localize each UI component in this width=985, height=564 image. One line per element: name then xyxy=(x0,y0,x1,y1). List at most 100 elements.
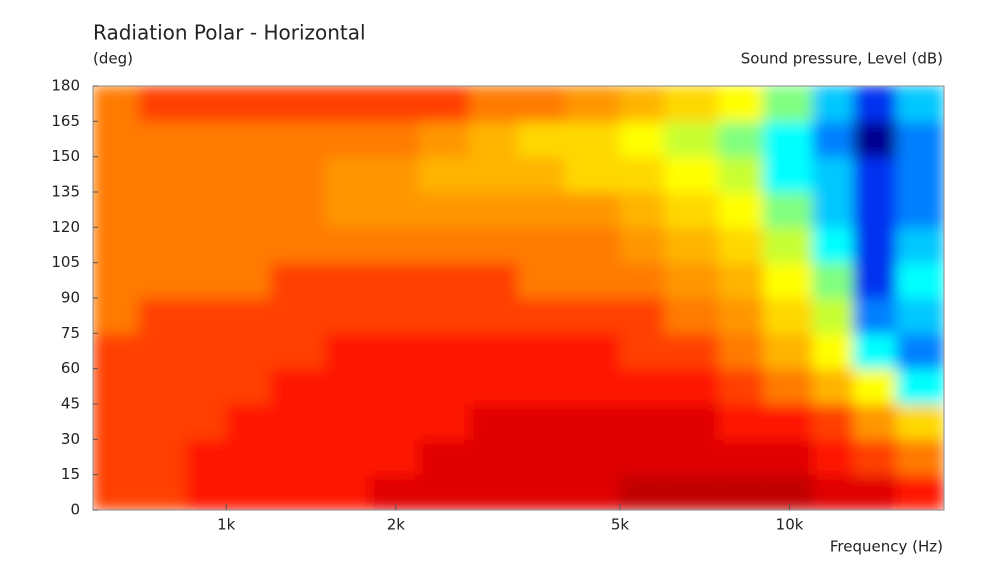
contour-cell xyxy=(369,474,420,510)
contour-cell xyxy=(812,120,855,158)
contour-cell xyxy=(186,332,227,370)
contour-cell xyxy=(225,120,272,158)
contour-cell xyxy=(270,156,326,193)
contour-cell xyxy=(324,368,371,405)
contour-cell xyxy=(853,474,898,510)
contour-cell xyxy=(896,226,944,264)
y-tick-label: 135 xyxy=(51,183,80,201)
contour-cell xyxy=(664,403,720,440)
contour-cell xyxy=(270,226,326,264)
contour-cell xyxy=(619,332,666,370)
contour-cell xyxy=(763,297,814,334)
contour-cell xyxy=(812,297,855,334)
contour-cell xyxy=(664,332,720,370)
contour-cell xyxy=(93,120,140,158)
contour-cell xyxy=(186,438,227,476)
contour-cell xyxy=(186,120,227,158)
contour-cell xyxy=(564,226,621,264)
contour-cell xyxy=(468,403,519,440)
contour-cell xyxy=(517,156,566,193)
contour-cell xyxy=(324,226,371,264)
contour-cell xyxy=(517,191,566,228)
contour-cell xyxy=(225,297,272,334)
contour-cell xyxy=(619,297,666,334)
contour-cell xyxy=(812,262,855,299)
contour-cell xyxy=(186,226,227,264)
contour-cell xyxy=(138,438,188,476)
contour-cell xyxy=(718,191,765,228)
contour-cell xyxy=(418,474,470,510)
contour-cell xyxy=(619,226,666,264)
contour-cell xyxy=(324,156,371,193)
contour-cell xyxy=(418,191,470,228)
contour-cell xyxy=(369,226,420,264)
contour-cell xyxy=(324,262,371,299)
contour-cell xyxy=(812,332,855,370)
contour-cell xyxy=(93,332,140,370)
contour-cell xyxy=(369,191,420,228)
contour-cell xyxy=(718,403,765,440)
contour-cell xyxy=(468,156,519,193)
contour-cell xyxy=(763,403,814,440)
contour-cell xyxy=(812,474,855,510)
contour-cell xyxy=(664,368,720,405)
contour-cell xyxy=(664,156,720,193)
contour-cell xyxy=(896,191,944,228)
contour-cell xyxy=(619,191,666,228)
contour-cell xyxy=(225,86,272,122)
contour-cell xyxy=(225,438,272,476)
contour-cell xyxy=(564,403,621,440)
contour-cell xyxy=(270,403,326,440)
contour-cell xyxy=(369,262,420,299)
axes: 0 15 30 45 60 75 90 105 120 135 150 165 180 1k 2k 5k 10k xyxy=(51,77,803,534)
contour-cell xyxy=(225,191,272,228)
contour-cell xyxy=(664,438,720,476)
contour-cell xyxy=(270,438,326,476)
contour-cell xyxy=(619,438,666,476)
chart-title: Radiation Polar - Horizontal xyxy=(93,21,366,45)
contour-cell xyxy=(418,403,470,440)
y-tick-label: 60 xyxy=(61,359,80,377)
contour-cell xyxy=(468,226,519,264)
contour-cell xyxy=(853,191,898,228)
contour-cell xyxy=(763,262,814,299)
contour-cell xyxy=(186,474,227,510)
contour-cell xyxy=(853,120,898,158)
contour-cell xyxy=(324,120,371,158)
contour-cell xyxy=(517,368,566,405)
contour-cell xyxy=(664,474,720,510)
y-tick-label: 15 xyxy=(61,465,80,483)
contour-cell xyxy=(896,368,944,405)
contour-cell xyxy=(418,332,470,370)
contour-cell xyxy=(468,368,519,405)
contour-cell xyxy=(93,403,140,440)
contour-cell xyxy=(564,191,621,228)
contour-cell xyxy=(138,226,188,264)
contour-cell xyxy=(763,368,814,405)
contour-cell xyxy=(517,332,566,370)
contour-cell xyxy=(664,226,720,264)
contour-cell xyxy=(564,332,621,370)
contour-cell xyxy=(468,120,519,158)
contour-cell xyxy=(324,86,371,122)
contour-cell xyxy=(718,120,765,158)
contour-cell xyxy=(138,368,188,405)
contour-cell xyxy=(93,262,140,299)
contour-cell xyxy=(186,297,227,334)
z-axis-label: Sound pressure, Level (dB) xyxy=(741,50,943,68)
contour-cell xyxy=(324,332,371,370)
contour-cell xyxy=(324,474,371,510)
contour-cell xyxy=(718,474,765,510)
contour-cell xyxy=(418,262,470,299)
contour-cell xyxy=(896,474,944,510)
contour-cell xyxy=(619,474,666,510)
contour-cell xyxy=(186,191,227,228)
contour-cell xyxy=(896,332,944,370)
contour-cell xyxy=(324,438,371,476)
contour-cell xyxy=(138,262,188,299)
contour-cell xyxy=(225,474,272,510)
contour-cell xyxy=(812,191,855,228)
contour-cell xyxy=(369,120,420,158)
contour-cell xyxy=(517,86,566,122)
